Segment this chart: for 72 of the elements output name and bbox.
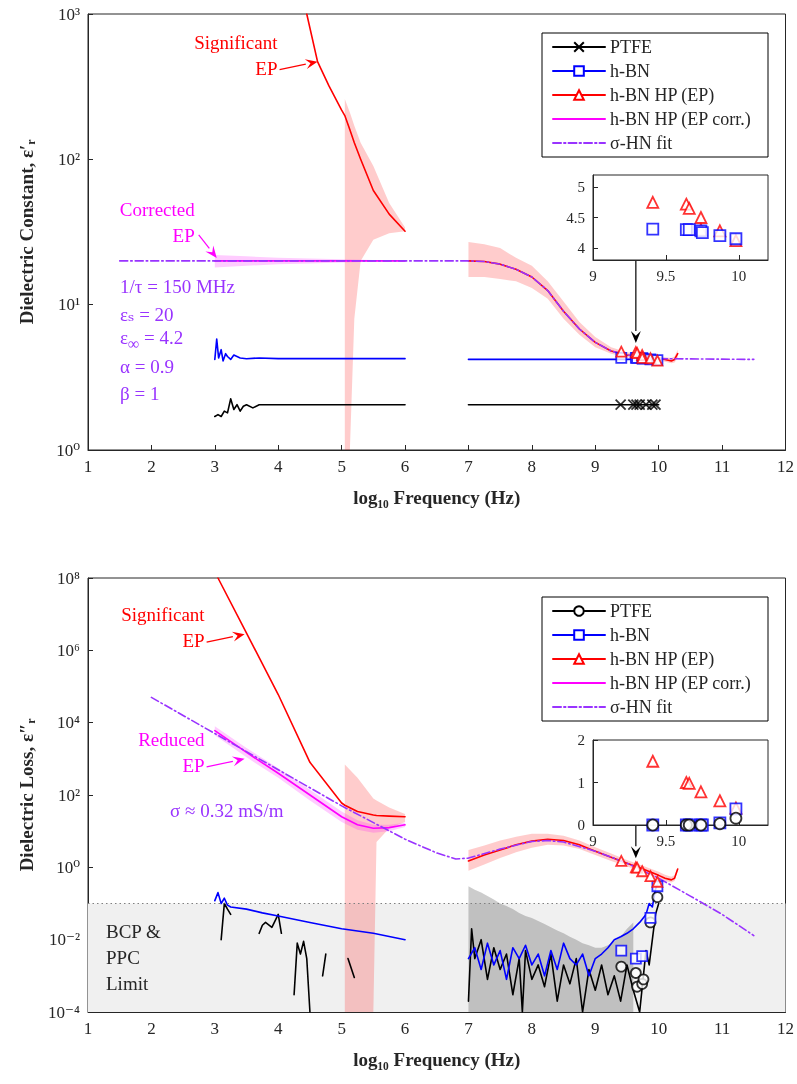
x-tick-label: 10 — [650, 457, 668, 476]
x-tick-label: 6 — [400, 457, 410, 476]
x-tick-label: 4 — [273, 457, 283, 476]
y-tick-label: 4 — [577, 239, 586, 256]
legend-label: h-BN — [610, 61, 651, 81]
x-tick-label: 5 — [337, 1019, 346, 1038]
x-tick-label: 10 — [731, 267, 747, 284]
y-tick-label: 4.5 — [566, 209, 585, 226]
x-tick-label: 8 — [527, 457, 537, 476]
annotation: α = 0.9 — [120, 356, 174, 379]
x-tick-label: 8 — [527, 1019, 537, 1038]
y-tick-label: 0 — [577, 817, 585, 833]
x-tick-label: 2 — [147, 1019, 156, 1038]
annotation: εₛ = 20 — [120, 302, 174, 326]
x-tick-label: 5 — [337, 457, 346, 476]
x-tick-label: 1 — [83, 457, 93, 476]
y-tick-label: 10⁻⁴ — [48, 1002, 81, 1022]
x-tick-label: 9 — [589, 832, 597, 849]
y-axis-title: Dielectric Loss, ε″ᵣ — [16, 718, 37, 872]
y-tick-label: 5 — [577, 179, 585, 196]
y-tick-label: 10³ — [57, 4, 80, 24]
x-tick-label: 7 — [464, 1019, 474, 1038]
x-tick-label: 4 — [273, 1019, 283, 1038]
legend-label: σ-HN fit — [610, 133, 673, 153]
annotation: 1/τ = 150 MHz — [120, 276, 235, 298]
legend-label: h-BN HP (EP) — [610, 649, 715, 670]
y-tick-label: 10⁸ — [57, 568, 81, 588]
annotation: Reduced EP — [138, 727, 205, 778]
annotation: β = 1 — [120, 382, 160, 405]
annotation: ε$_{∞}$ = 4.2 — [120, 327, 184, 354]
x-tick-label: 3 — [210, 457, 220, 476]
x-tick-label: 3 — [210, 1019, 220, 1038]
x-tick-label: 10 — [731, 832, 747, 849]
x-tick-label: 7 — [464, 457, 474, 476]
x-tick-label: 9 — [591, 1019, 600, 1038]
x-tick-label: 11 — [713, 1019, 731, 1038]
y-tick-label: 10⁰ — [56, 440, 81, 460]
annotation: Significant EP — [121, 603, 205, 654]
x-axis-title: log₁₀ Frequency (Hz) — [353, 1049, 521, 1071]
x-tick-label: 9.5 — [656, 267, 676, 284]
legend-label: h-BN — [610, 625, 651, 645]
y-tick-label: 10⁶ — [57, 640, 81, 660]
x-tick-label: 10 — [650, 1019, 668, 1038]
x-tick-label: 12 — [777, 457, 794, 476]
x-axis-title: log₁₀ Frequency (Hz) — [353, 487, 521, 509]
y-tick-label: 10⁴ — [57, 713, 81, 733]
legend-label: PTFE — [610, 601, 653, 621]
y-tick-label: 1 — [577, 774, 585, 791]
x-tick-label: 12 — [777, 1019, 794, 1038]
y-tick-label: 10² — [57, 149, 80, 169]
x-tick-label: 2 — [147, 457, 156, 476]
x-tick-label: 9 — [591, 457, 600, 476]
band-label: BCP & PPC Limit — [106, 921, 166, 995]
legend-label: h-BN HP (EP corr.) — [610, 673, 751, 694]
annotation: Corrected EP — [119, 197, 195, 248]
y-axis-title: Dielectric Constant, ε′ᵣ — [16, 139, 37, 325]
legend-label: h-BN HP (EP corr.) — [610, 109, 751, 130]
legend-label: PTFE — [610, 37, 653, 57]
y-tick-label: 10¹ — [57, 295, 80, 315]
y-tick-label: 10⁰ — [56, 857, 81, 877]
y-tick-label: 10⁻² — [48, 930, 80, 950]
y-tick-label: 10² — [57, 785, 80, 805]
annotation: σ ≈ 0.32 mS/m — [170, 800, 284, 822]
x-tick-label: 1 — [83, 1019, 93, 1038]
legend-label: h-BN HP (EP) — [610, 85, 715, 106]
annotation: Significant EP — [194, 30, 278, 81]
legend-label: σ-HN fit — [610, 697, 673, 717]
x-tick-label: 6 — [400, 1019, 410, 1038]
x-tick-label: 9.5 — [656, 832, 676, 849]
y-tick-label: 2 — [577, 732, 585, 748]
x-tick-label: 11 — [713, 457, 731, 476]
x-tick-label: 9 — [589, 267, 597, 284]
